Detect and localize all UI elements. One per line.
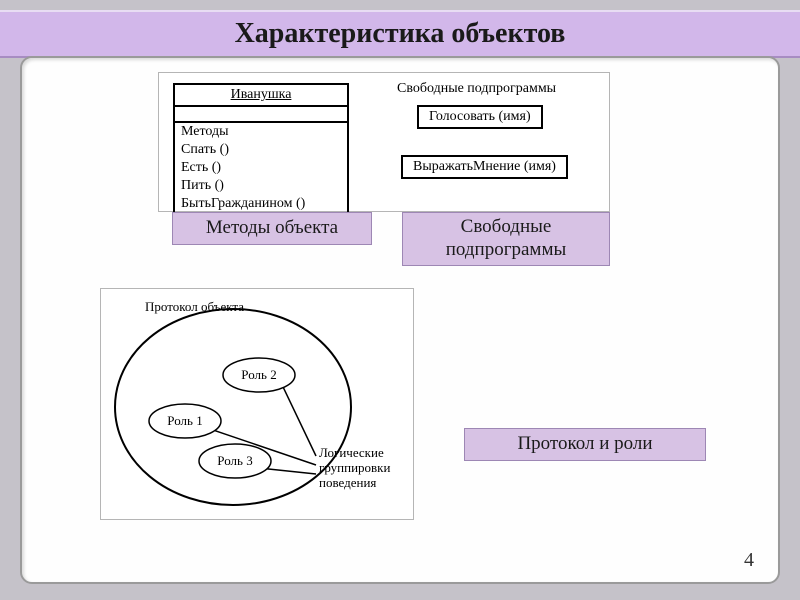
method-item: Пить () xyxy=(175,177,347,195)
content-frame: Иванушка Методы Спать () Есть () Пить ()… xyxy=(20,56,780,584)
method-item: Есть () xyxy=(175,159,347,177)
class-attrs-empty xyxy=(175,107,347,123)
svg-text:группировки: группировки xyxy=(319,460,390,475)
operation-box: ВыражатьМнение (имя) xyxy=(401,155,568,179)
svg-text:Логические: Логические xyxy=(319,445,384,460)
page-number: 4 xyxy=(744,549,754,572)
caption-free-subprograms: Свободные подпрограммы xyxy=(402,212,610,266)
class-methods: Методы Спать () Есть () Пить () БытьГраж… xyxy=(175,123,347,213)
method-item: БытьГражданином () xyxy=(175,195,347,213)
class-name: Иванушка xyxy=(175,85,347,107)
protocol-svg: Протокол объекта Роль 2 Роль 1 Роль 3 Логиче… xyxy=(101,289,413,519)
svg-text:поведения: поведения xyxy=(319,475,376,490)
slide-title: Характеристика объектов xyxy=(235,18,566,50)
caption-protocol: Протокол и роли xyxy=(464,428,706,461)
slide: Характеристика объектов Иванушка Методы … xyxy=(0,0,800,600)
class-diagram: Иванушка Методы Спать () Есть () Пить ()… xyxy=(158,72,610,212)
caption-methods: Методы объекта xyxy=(172,212,372,245)
svg-text:Роль 2: Роль 2 xyxy=(241,367,276,382)
methods-header: Методы xyxy=(175,123,347,141)
svg-text:Роль 1: Роль 1 xyxy=(167,413,202,428)
operation-box: Голосовать (имя) xyxy=(417,105,543,129)
protocol-diagram: Протокол объекта Роль 2 Роль 1 Роль 3 Логиче… xyxy=(100,288,414,520)
svg-text:Роль 3: Роль 3 xyxy=(217,453,252,468)
method-item: Спать () xyxy=(175,141,347,159)
svg-text:Протокол объекта: Протокол объекта xyxy=(145,299,244,314)
free-subprograms-label: Свободные подпрограммы xyxy=(397,81,556,97)
class-box: Иванушка Методы Спать () Есть () Пить ()… xyxy=(173,83,349,215)
title-bar: Характеристика объектов xyxy=(0,10,800,58)
